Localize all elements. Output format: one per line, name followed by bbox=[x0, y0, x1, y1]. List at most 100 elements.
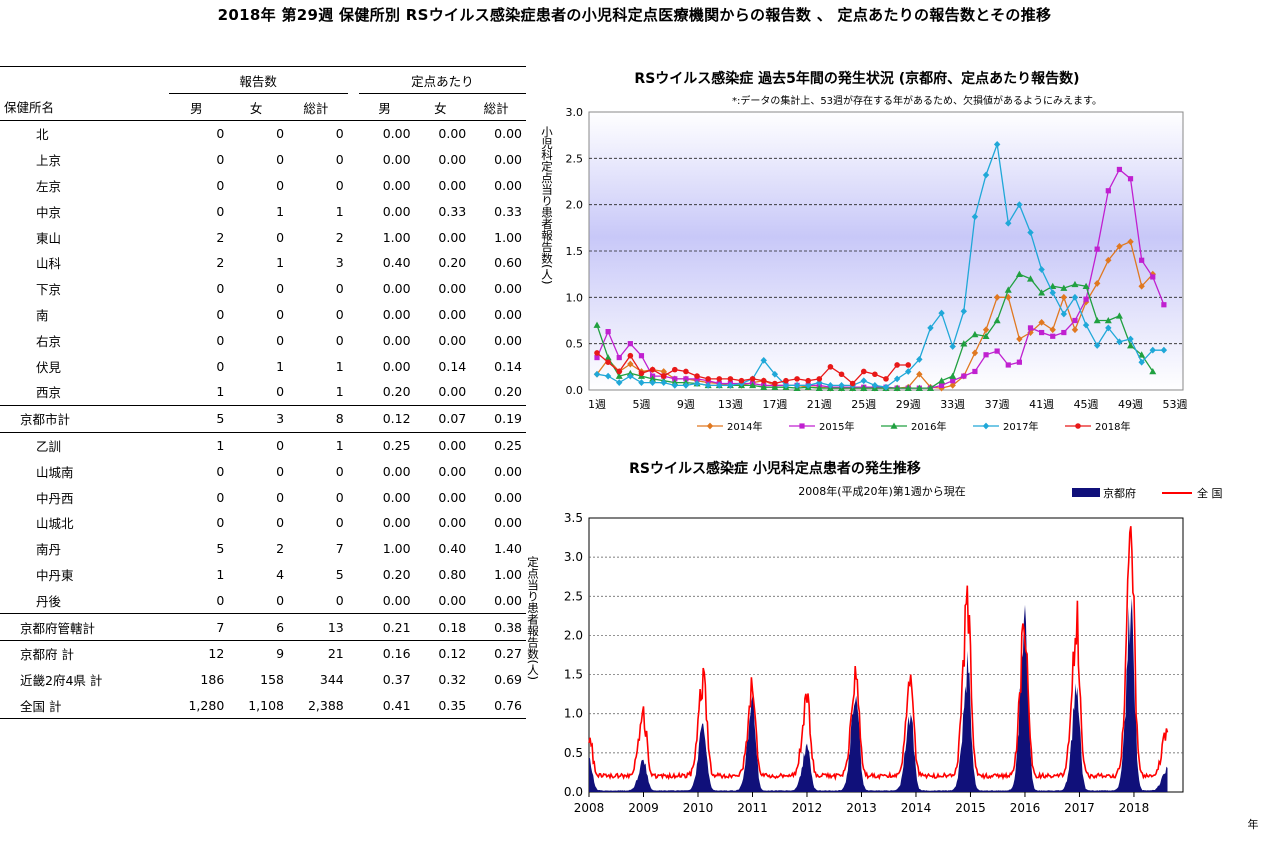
data-point bbox=[783, 377, 789, 384]
row-female: 0 bbox=[276, 384, 285, 400]
report-table: 報告数 定点あたり 保健所名 男 女 総計 男 女 総計 北 0 0 0 0.00 0.0… bbox=[0, 66, 526, 720]
data-point bbox=[971, 330, 979, 338]
data-point bbox=[749, 376, 756, 382]
row-total: 2,388 bbox=[288, 692, 348, 720]
row-rate-male: 1.00 bbox=[382, 229, 411, 245]
row-rate-total: 0.00 bbox=[494, 463, 522, 479]
group-counts-header: 報告数 bbox=[168, 66, 348, 94]
x-tick-label: 17週 bbox=[762, 398, 787, 411]
data-point bbox=[816, 376, 823, 382]
row-rate-male: 0.20 bbox=[382, 566, 411, 582]
row-female: 1 bbox=[276, 203, 285, 219]
data-point bbox=[960, 340, 968, 347]
table-row: 右京 0 0 0 0.00 0.00 0.00 bbox=[0, 327, 526, 353]
row-name: 中京 bbox=[36, 204, 62, 220]
row-male: 2 bbox=[216, 255, 225, 271]
series-line bbox=[596, 168, 1165, 389]
x-tick-label: 45週 bbox=[1074, 398, 1099, 411]
row-female: 0 bbox=[276, 152, 285, 168]
row-name: 丹後 bbox=[36, 593, 62, 609]
table-row: 中丹東 1 4 5 0.20 0.80 1.00 bbox=[0, 562, 526, 588]
data-point bbox=[727, 376, 734, 382]
data-point bbox=[971, 349, 979, 357]
data-point bbox=[672, 376, 678, 382]
row-rate-female: 0.00 bbox=[438, 384, 467, 400]
data-point bbox=[649, 375, 657, 382]
row-name: 山城南 bbox=[36, 464, 74, 480]
row-rate-female: 0.14 bbox=[438, 358, 467, 374]
row-rate-total: 0.20 bbox=[494, 384, 522, 400]
long-term-area-chart: RSウイルス感染症 小児科定点患者の発生推移 2008年(平成20年)第1週から現… bbox=[527, 460, 1259, 831]
data-point bbox=[938, 382, 945, 388]
row-female: 0 bbox=[276, 437, 285, 453]
row-rate-male: 0.16 bbox=[382, 646, 411, 662]
data-point bbox=[1139, 257, 1145, 263]
data-point bbox=[860, 377, 867, 385]
data-point bbox=[1138, 282, 1145, 290]
data-point bbox=[1138, 358, 1145, 366]
row-male: 0 bbox=[216, 489, 225, 505]
row-name: 北 bbox=[36, 127, 49, 143]
y-tick-label: 0.0 bbox=[564, 785, 583, 799]
row-rate-total: 1.00 bbox=[494, 566, 522, 582]
row-total: 0 bbox=[335, 515, 344, 531]
row-rate-total: 0.00 bbox=[494, 515, 522, 531]
row-total: 8 bbox=[288, 404, 348, 433]
data-point bbox=[660, 379, 667, 386]
y-tick-label: 1.0 bbox=[564, 707, 583, 721]
data-point bbox=[1075, 423, 1081, 429]
kyoto-area bbox=[589, 598, 1168, 792]
x-tick-label: 2010 bbox=[683, 801, 714, 815]
row-rate-total: 0.00 bbox=[494, 152, 522, 168]
legend-label: 京都府 bbox=[1103, 486, 1136, 500]
data-point bbox=[1071, 326, 1079, 334]
series-2018年 bbox=[594, 350, 912, 387]
data-point bbox=[1015, 270, 1023, 277]
data-point bbox=[882, 383, 890, 391]
data-point bbox=[1038, 289, 1046, 296]
data-point bbox=[799, 423, 805, 429]
row-name: 左京 bbox=[36, 178, 62, 194]
data-point bbox=[794, 376, 800, 382]
row-rate-total: 0.00 bbox=[494, 126, 522, 142]
data-point bbox=[1093, 342, 1101, 349]
data-point bbox=[905, 368, 912, 375]
legend-label: 2014年 bbox=[727, 420, 762, 433]
row-female: 1 bbox=[276, 255, 285, 271]
national-line bbox=[588, 526, 1169, 781]
row-rate-female: 0.35 bbox=[414, 692, 471, 720]
data-point bbox=[593, 370, 601, 378]
col-rate-male-header: 男 bbox=[358, 93, 415, 121]
data-point bbox=[849, 380, 856, 387]
row-rate-female: 0.80 bbox=[438, 566, 467, 582]
row-rate-total: 0.00 bbox=[494, 177, 522, 193]
legend-label: 2015年 bbox=[819, 420, 854, 433]
row-female: 0 bbox=[276, 463, 285, 479]
row-total: 0 bbox=[335, 177, 344, 193]
table-row: 京都市計 5 3 8 0.12 0.07 0.19 bbox=[0, 404, 526, 433]
row-male: 0 bbox=[216, 203, 225, 219]
row-total: 21 bbox=[327, 646, 344, 662]
table-row: 山城北 0 0 0 0.00 0.00 0.00 bbox=[0, 510, 526, 536]
data-point bbox=[1038, 266, 1045, 273]
table-row: 左京 0 0 0 0.00 0.00 0.00 bbox=[0, 173, 526, 199]
x-tick-label: 21週 bbox=[807, 398, 832, 411]
row-rate-total: 0.00 bbox=[494, 332, 522, 348]
row-total: 13 bbox=[288, 613, 348, 641]
data-point bbox=[1127, 342, 1135, 349]
row-female: 6 bbox=[228, 613, 289, 641]
row-rate-total: 1.40 bbox=[494, 541, 522, 557]
row-male: 0 bbox=[216, 306, 225, 322]
row-name: 東山 bbox=[36, 230, 62, 246]
data-point bbox=[616, 379, 623, 386]
y-axis-label: 定点当り患者報告数(人) bbox=[527, 555, 540, 680]
row-male: 0 bbox=[216, 515, 225, 531]
row-total: 0 bbox=[335, 152, 344, 168]
col-total-header: 総計 bbox=[288, 93, 348, 121]
data-point bbox=[1049, 326, 1056, 334]
row-name: 近畿2府4県 計 bbox=[20, 673, 103, 689]
row-rate-male: 0.40 bbox=[382, 255, 411, 271]
row-female: 3 bbox=[228, 404, 289, 433]
data-point bbox=[927, 324, 934, 332]
row-female: 4 bbox=[276, 566, 285, 582]
